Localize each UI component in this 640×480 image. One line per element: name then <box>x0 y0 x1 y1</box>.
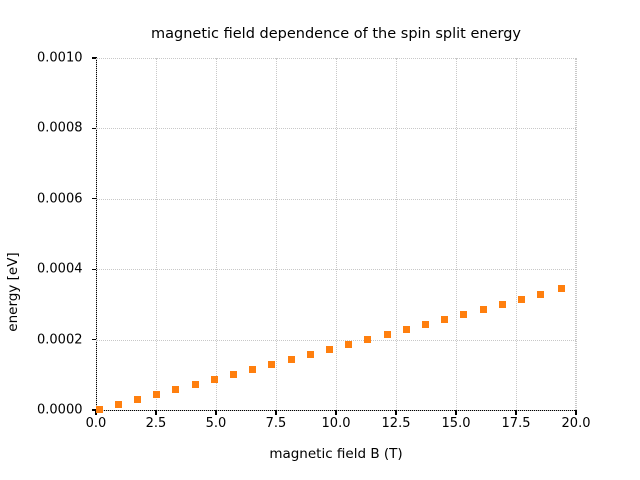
data-point-marker <box>422 320 430 328</box>
x-tick <box>215 410 217 415</box>
y-tick-label: 0.0006 <box>37 191 83 207</box>
data-point-marker <box>402 325 410 333</box>
data-point-marker <box>134 395 142 403</box>
x-tick <box>455 410 457 415</box>
y-tick: 0.0008 <box>37 121 96 136</box>
x-tick-label: 2.5 <box>145 416 167 431</box>
chart-title: magnetic field dependence of the spin sp… <box>151 26 521 42</box>
data-point-marker <box>114 400 122 408</box>
gridline-vertical <box>216 58 217 410</box>
x-tick-label: 0.0 <box>85 416 107 431</box>
gridline-vertical <box>96 58 97 410</box>
data-point-marker <box>558 285 566 293</box>
x-axis-label: magnetic field B (T) <box>269 446 403 462</box>
y-tick: 0.0004 <box>37 262 96 277</box>
x-tick-label: 20.0 <box>561 416 591 431</box>
y-tick: 0.0010 <box>37 51 96 66</box>
data-point-marker <box>518 295 526 303</box>
gridline-vertical <box>396 58 397 410</box>
x-tick-label: 15.0 <box>441 416 471 431</box>
data-point-marker <box>537 290 545 298</box>
data-point-marker <box>153 390 161 398</box>
data-point-marker <box>249 365 257 373</box>
gridline-vertical <box>336 58 337 410</box>
data-point-marker <box>383 330 391 338</box>
y-tick: 0.0006 <box>37 191 96 206</box>
x-tick <box>335 410 337 415</box>
gridline-vertical <box>156 58 157 410</box>
x-tick-label: 17.5 <box>501 416 531 431</box>
data-point-marker <box>479 305 487 313</box>
x-tick <box>515 410 517 415</box>
x-tick <box>155 410 157 415</box>
gridline-vertical <box>575 58 576 410</box>
x-tick <box>275 410 277 415</box>
y-tick: 0.0000 <box>37 402 96 417</box>
data-point-marker <box>210 375 218 383</box>
x-tick-label: 7.5 <box>265 416 287 431</box>
data-point-marker <box>326 345 334 353</box>
x-tick <box>395 410 397 415</box>
y-tick-label: 0.0004 <box>37 261 83 277</box>
data-point-marker <box>191 380 199 388</box>
y-tick-label: 0.0002 <box>37 332 83 348</box>
x-tick-label: 5.0 <box>205 416 227 431</box>
data-point-marker <box>498 300 506 308</box>
y-axis-label: energy [eV] <box>5 252 21 332</box>
data-point-marker <box>306 350 314 358</box>
y-tick-label: 0.0008 <box>37 120 83 136</box>
gridline-vertical <box>456 58 457 410</box>
y-tick-label: 0.0010 <box>37 50 83 66</box>
gridline-vertical <box>276 58 277 410</box>
gridline-vertical <box>576 58 577 410</box>
data-point-marker <box>345 340 353 348</box>
data-point-marker <box>268 360 276 368</box>
gridline-vertical <box>516 58 517 410</box>
y-tick: 0.0002 <box>37 332 96 347</box>
y-tick-label: 0.0000 <box>37 402 83 418</box>
plot-area: 0.0000 0.0002 0.0004 0.0006 0.0008 0.0010 0.0… <box>37 51 590 432</box>
data-point-marker <box>95 405 103 413</box>
data-point-marker <box>441 315 449 323</box>
data-point-marker <box>172 385 180 393</box>
x-tick <box>575 410 577 415</box>
data-point-marker <box>287 355 295 363</box>
data-point-marker <box>460 310 468 318</box>
x-tick-label: 10.0 <box>321 416 351 431</box>
data-point-marker <box>364 335 372 343</box>
x-tick-label: 12.5 <box>381 416 411 431</box>
data-point-marker <box>230 370 238 378</box>
